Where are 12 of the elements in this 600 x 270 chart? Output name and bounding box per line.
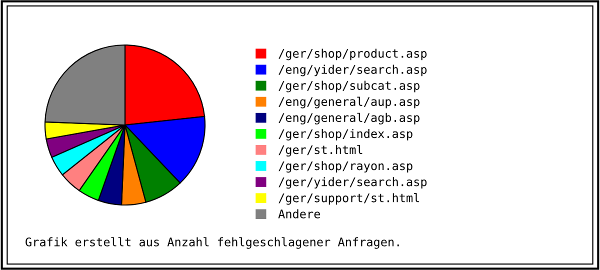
- legend-label: /ger/shop/product.asp: [278, 48, 427, 60]
- legend-label: Andere: [278, 209, 320, 218]
- legend-label: /ger/support/st.html: [278, 193, 420, 205]
- legend-label: /ger/shop/subcat.asp: [278, 80, 420, 92]
- text: Grafik erstellt aus Anzahl fehlgeschlagener Anfragen.: [26, 237, 399, 249]
- legend-label: /ger/shop/index.asp: [278, 128, 412, 140]
- legend-label: /eng/general/aup.asp: [278, 96, 420, 108]
- legend-label: /eng/yider/search.asp: [278, 64, 427, 76]
- legend-label: /eng/general/agb.asp: [278, 112, 420, 124]
- legend-label: /ger/st.html: [278, 144, 362, 157]
- legend-label: /ger/shop/rayon.asp: [278, 161, 412, 173]
- legend-label: /ger/yider/search.asp: [278, 177, 427, 189]
